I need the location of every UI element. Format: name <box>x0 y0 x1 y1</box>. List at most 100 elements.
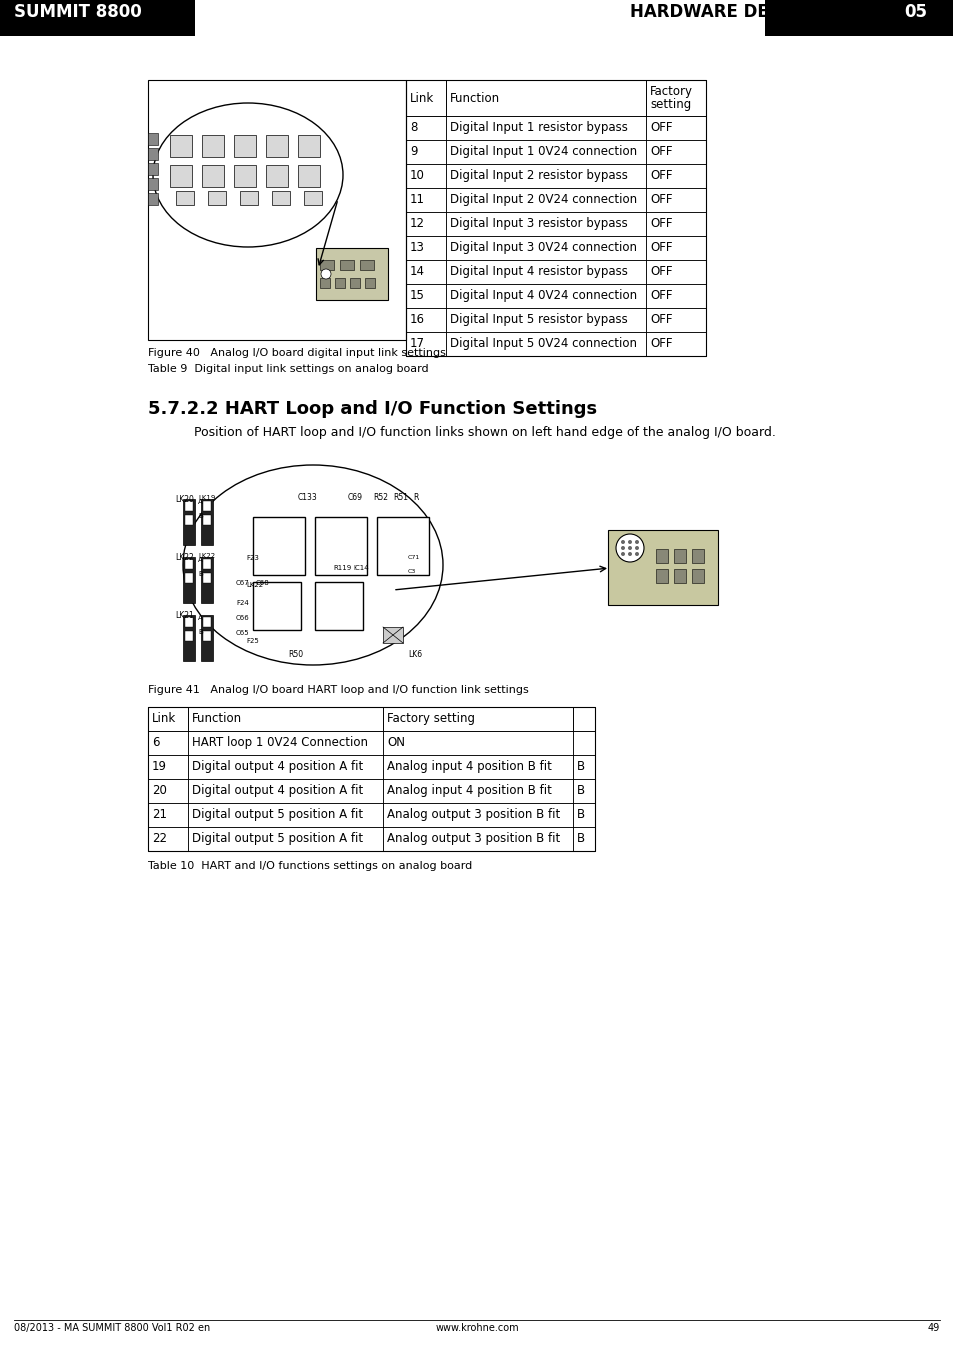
Text: B: B <box>198 513 203 518</box>
Bar <box>446 261 645 284</box>
Text: R51: R51 <box>393 493 408 502</box>
Bar <box>240 190 257 205</box>
Text: LK19: LK19 <box>198 495 215 501</box>
Text: Link: Link <box>152 711 176 725</box>
Text: B: B <box>198 571 203 576</box>
Text: A: A <box>198 616 203 621</box>
Bar <box>148 80 406 340</box>
Bar <box>382 707 573 730</box>
Text: Digital Input 3 0V24 connection: Digital Input 3 0V24 connection <box>450 242 637 254</box>
Text: Digital Input 2 0V24 connection: Digital Input 2 0V24 connection <box>450 193 637 207</box>
Text: F24: F24 <box>235 599 249 606</box>
Bar <box>203 559 211 568</box>
Bar <box>253 517 305 575</box>
Text: www.krohne.com: www.krohne.com <box>435 1323 518 1332</box>
Bar <box>148 828 188 850</box>
Circle shape <box>635 545 639 549</box>
Bar <box>446 308 645 332</box>
Bar <box>233 165 255 188</box>
Bar <box>446 188 645 212</box>
Bar <box>382 626 402 643</box>
Text: 5.7.2.2 HART Loop and I/O Function Settings: 5.7.2.2 HART Loop and I/O Function Setti… <box>148 400 597 418</box>
Text: F23: F23 <box>246 555 258 562</box>
Bar <box>208 190 226 205</box>
Text: LK22: LK22 <box>174 554 193 562</box>
Text: LK21: LK21 <box>174 612 193 620</box>
Bar <box>201 500 213 545</box>
Text: Analog output 3 position B fit: Analog output 3 position B fit <box>387 809 559 821</box>
Circle shape <box>635 540 639 544</box>
Bar <box>185 514 193 525</box>
Bar <box>406 332 446 356</box>
Bar <box>446 332 645 356</box>
Bar <box>645 163 705 188</box>
Bar <box>406 188 446 212</box>
Text: Position of HART loop and I/O function links shown on left hand edge of the anal: Position of HART loop and I/O function l… <box>193 427 775 439</box>
Bar <box>315 248 388 300</box>
Bar <box>645 140 705 163</box>
Text: Digital Input 5 resistor bypass: Digital Input 5 resistor bypass <box>450 313 627 325</box>
Bar <box>188 828 382 850</box>
Bar <box>170 165 192 188</box>
Bar <box>253 582 301 630</box>
Bar <box>406 236 446 261</box>
Text: C68: C68 <box>255 580 270 586</box>
Bar <box>607 531 718 605</box>
Bar <box>382 803 573 828</box>
Bar <box>148 178 158 190</box>
Text: 05: 05 <box>903 3 926 22</box>
Circle shape <box>620 540 624 544</box>
Bar <box>656 549 667 563</box>
Text: Digital Input 1 resistor bypass: Digital Input 1 resistor bypass <box>450 122 627 134</box>
Bar <box>446 212 645 236</box>
Bar <box>406 163 446 188</box>
Text: 6: 6 <box>152 736 159 749</box>
Bar <box>314 517 367 575</box>
Bar <box>406 80 446 116</box>
Text: C65: C65 <box>235 630 250 636</box>
Bar <box>673 568 685 583</box>
Text: OFF: OFF <box>649 217 672 230</box>
Text: HART loop 1 0V24 Connection: HART loop 1 0V24 Connection <box>192 736 368 749</box>
Text: 16: 16 <box>410 313 424 325</box>
Bar <box>406 284 446 308</box>
Bar <box>185 572 193 583</box>
Bar <box>645 212 705 236</box>
Text: Digital Input 2 resistor bypass: Digital Input 2 resistor bypass <box>450 169 627 182</box>
Text: OFF: OFF <box>649 338 672 350</box>
Bar <box>183 616 194 662</box>
Bar <box>148 730 188 755</box>
Bar <box>573 730 595 755</box>
Text: Analog input 4 position B fit: Analog input 4 position B fit <box>387 760 551 774</box>
Text: Table 9  Digital input link settings on analog board: Table 9 Digital input link settings on a… <box>148 364 428 374</box>
Bar <box>148 193 158 205</box>
Text: OFF: OFF <box>649 242 672 254</box>
Bar <box>194 0 764 36</box>
Text: 15: 15 <box>410 289 424 302</box>
Bar <box>202 135 224 157</box>
Circle shape <box>627 552 631 556</box>
Bar <box>175 190 193 205</box>
Text: Digital output 4 position A fit: Digital output 4 position A fit <box>192 760 363 774</box>
Bar <box>656 568 667 583</box>
Bar <box>406 212 446 236</box>
Text: B: B <box>577 760 584 774</box>
Text: 10: 10 <box>410 169 424 182</box>
Bar <box>573 755 595 779</box>
Bar <box>573 707 595 730</box>
Circle shape <box>627 540 631 544</box>
Text: Figure 40   Analog I/O board digital input link settings: Figure 40 Analog I/O board digital input… <box>148 348 445 358</box>
Text: Link: Link <box>410 92 434 105</box>
Ellipse shape <box>183 464 442 666</box>
Bar <box>188 755 382 779</box>
Bar <box>319 278 330 288</box>
Text: Digital Input 3 resistor bypass: Digital Input 3 resistor bypass <box>450 217 627 230</box>
Bar <box>573 828 595 850</box>
Text: 49: 49 <box>926 1323 939 1332</box>
Bar <box>185 617 193 626</box>
Bar <box>201 558 213 603</box>
Bar <box>382 779 573 803</box>
Text: 17: 17 <box>410 338 424 350</box>
Text: IC14: IC14 <box>353 566 368 571</box>
Bar <box>0 0 953 36</box>
